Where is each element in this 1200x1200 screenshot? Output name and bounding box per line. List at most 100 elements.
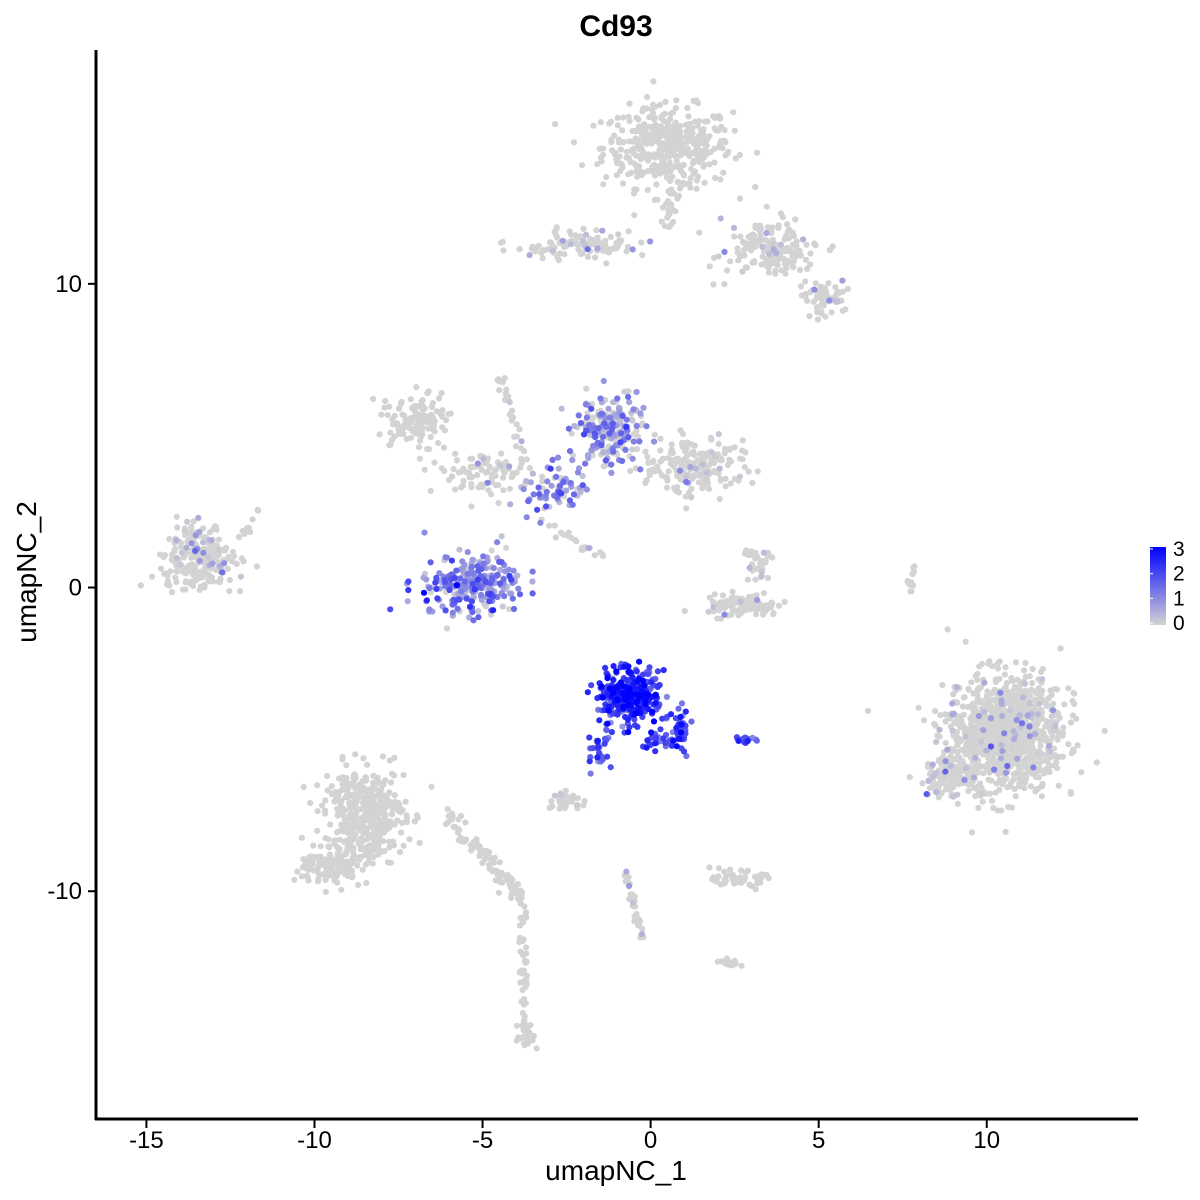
cell-point — [1047, 687, 1054, 694]
cell-point — [736, 151, 744, 159]
cell-point — [253, 563, 260, 570]
cell-point — [839, 288, 846, 295]
cell-point — [725, 601, 732, 608]
cell-point — [1026, 700, 1033, 707]
cell-point — [660, 667, 667, 674]
cell-point — [688, 441, 696, 448]
cell-point — [752, 224, 759, 231]
cell-point — [1029, 665, 1036, 673]
cell-point — [594, 754, 601, 761]
cell-point — [710, 281, 717, 288]
cell-point — [474, 576, 481, 583]
cell-point — [458, 588, 465, 595]
cell-point — [603, 260, 610, 267]
cell-point — [683, 505, 690, 512]
cell-point — [674, 195, 681, 202]
cell-point — [1021, 757, 1028, 764]
cell-point — [581, 797, 588, 805]
cell-point — [633, 709, 640, 717]
cell-point — [469, 609, 476, 616]
cell-point — [949, 711, 956, 718]
cell-point — [453, 567, 460, 574]
cell-point — [351, 817, 358, 824]
x-tick-label: -5 — [472, 1127, 493, 1154]
cell-point — [380, 838, 387, 845]
cell-point — [554, 454, 562, 461]
cell-point — [521, 957, 529, 964]
legend-tick-label: 2 — [1173, 563, 1185, 586]
cell-point — [523, 456, 530, 463]
cell-point — [596, 145, 603, 152]
cell-point — [199, 539, 207, 546]
cell-point — [670, 218, 677, 226]
cell-point — [501, 593, 508, 600]
cell-point — [533, 1045, 540, 1052]
cell-point — [764, 224, 771, 231]
cell-point — [708, 436, 715, 443]
cell-point — [315, 870, 322, 878]
cell-point — [617, 160, 625, 167]
cell-point — [386, 442, 393, 449]
cell-point — [371, 815, 378, 822]
cell-point — [294, 868, 301, 875]
cell-point — [518, 438, 525, 445]
cell-point — [226, 576, 233, 584]
cell-point — [450, 823, 457, 831]
cell-point — [413, 384, 420, 391]
cell-point — [1038, 783, 1045, 790]
cell-point — [452, 486, 459, 493]
cell-point — [645, 459, 652, 466]
cell-point — [478, 596, 485, 604]
cell-point — [1055, 782, 1062, 789]
cell-point — [599, 433, 607, 440]
cell-point — [715, 865, 723, 872]
cell-point — [375, 851, 382, 858]
cell-point — [639, 108, 646, 115]
cell-point — [826, 247, 834, 254]
cell-point — [322, 797, 329, 804]
cell-point — [339, 774, 346, 781]
cell-point — [394, 817, 401, 824]
cell-point — [693, 144, 700, 151]
cell-point — [942, 781, 950, 789]
cell-point — [388, 811, 395, 818]
cell-point — [509, 595, 516, 602]
cell-point — [364, 761, 371, 768]
cell-point — [574, 469, 582, 476]
cell-point — [625, 668, 632, 675]
cell-point — [625, 228, 632, 235]
cell-point — [646, 114, 653, 121]
cell-point — [715, 127, 722, 134]
cell-point — [572, 536, 579, 544]
cell-point — [669, 173, 676, 180]
scatter-points — [137, 78, 1108, 1052]
cell-point — [633, 152, 640, 159]
cell-point — [479, 484, 486, 491]
cell-point — [460, 837, 468, 844]
cell-point — [814, 308, 821, 316]
cell-point — [665, 141, 673, 148]
cell-point — [529, 568, 536, 575]
cell-point — [391, 412, 398, 419]
cell-point — [644, 737, 651, 744]
cell-point — [591, 430, 598, 437]
cell-point — [732, 960, 739, 967]
cell-point — [495, 869, 503, 876]
cell-point — [666, 168, 674, 176]
legend-colorbar — [1150, 547, 1166, 625]
cell-point — [164, 578, 171, 585]
cell-point — [621, 683, 628, 690]
cell-point — [747, 551, 754, 559]
cell-point — [758, 573, 765, 580]
cell-point — [665, 148, 672, 155]
cell-point — [965, 788, 972, 795]
cell-point — [723, 961, 730, 968]
cell-point — [772, 267, 779, 274]
cell-point — [506, 572, 513, 580]
cell-point — [626, 100, 633, 107]
cell-point — [612, 243, 619, 251]
cell-point — [361, 798, 368, 805]
cell-point — [965, 686, 972, 693]
cell-point — [633, 388, 640, 396]
